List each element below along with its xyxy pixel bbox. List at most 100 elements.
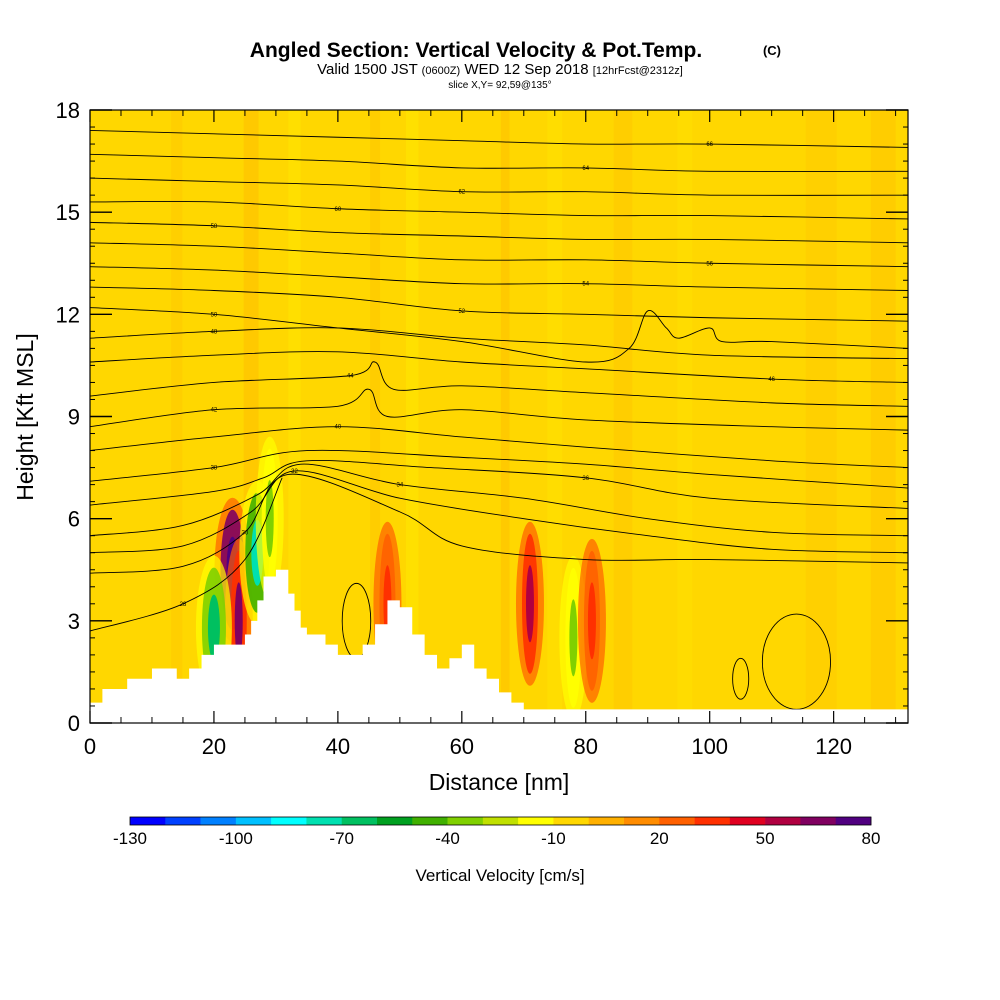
pot-temp-contour bbox=[90, 153, 908, 173]
contour-label: 52 bbox=[458, 309, 465, 315]
contour-label: 58 bbox=[211, 224, 218, 230]
contour-label: 44 bbox=[347, 374, 354, 380]
contour-label: 36 bbox=[582, 476, 589, 482]
colorbar-swatch bbox=[482, 817, 519, 825]
colorbar-swatch bbox=[412, 817, 448, 825]
x-tick-label: 0 bbox=[84, 734, 96, 759]
contour-label: 34 bbox=[397, 483, 404, 489]
colorbar-swatch bbox=[306, 817, 343, 825]
contour-label: 60 bbox=[335, 207, 342, 213]
colorbar-label: Vertical Velocity [cm/s] bbox=[415, 866, 584, 885]
colorbar-tick-label: 80 bbox=[862, 829, 881, 848]
colorbar-swatch bbox=[271, 817, 307, 825]
x-tick-label: 80 bbox=[574, 734, 598, 759]
colorbar-tick-label: 50 bbox=[756, 829, 775, 848]
pot-temp-contour bbox=[90, 361, 908, 407]
x-tick-label: 60 bbox=[450, 734, 474, 759]
colorbar-tick-label: -130 bbox=[113, 829, 147, 848]
pot-temp-contour bbox=[90, 460, 908, 509]
contour-label: 50 bbox=[211, 312, 218, 318]
colorbar-frame bbox=[129, 816, 872, 826]
colorbar-swatch bbox=[729, 817, 766, 825]
pot-temp-contour bbox=[90, 129, 908, 148]
colorbar-swatch bbox=[200, 817, 237, 825]
colorbar-swatch bbox=[624, 817, 660, 825]
colorbar-swatch bbox=[341, 817, 378, 825]
velocity-core-center bbox=[265, 480, 274, 558]
pot-temp-contour bbox=[90, 266, 908, 291]
valid-time: Valid 1500 JST (0600Z) WED 12 Sep 2018 [… bbox=[317, 61, 683, 78]
velocity-band bbox=[406, 110, 419, 723]
colorbar-swatch bbox=[835, 817, 872, 825]
x-tick-label: 20 bbox=[202, 734, 226, 759]
y-tick-label: 18 bbox=[56, 98, 80, 123]
velocity-band bbox=[171, 110, 183, 723]
y-tick-label: 3 bbox=[68, 609, 80, 634]
y-axis: 0 36 9 12 15 18 bbox=[56, 98, 908, 736]
contour-label: 56 bbox=[706, 261, 713, 267]
velocity-bands bbox=[171, 110, 896, 723]
x-tick-label: 120 bbox=[815, 734, 852, 759]
colorbar-swatch bbox=[447, 817, 484, 825]
colorbar-swatch bbox=[518, 817, 554, 825]
pot-temp-contour bbox=[90, 473, 908, 574]
pot-temp-contour bbox=[90, 286, 908, 322]
y-tick-label: 12 bbox=[56, 302, 80, 327]
pot-temp-contour bbox=[90, 463, 908, 537]
colorbar-tick-label: 20 bbox=[650, 829, 669, 848]
terrain bbox=[90, 569, 908, 723]
x-axis: 0 20 40 60 80 100 120 bbox=[84, 110, 897, 759]
velocity-band bbox=[677, 110, 693, 723]
colorbar-tick-label: -100 bbox=[219, 829, 253, 848]
contour-label: 62 bbox=[458, 190, 465, 196]
colorbar-swatch bbox=[694, 817, 731, 825]
x-axis-label: Distance [nm] bbox=[429, 769, 570, 795]
plot-area: 28 30 32 34 36 38 40 42 44 46 48 50 52 54 56 58 60 62 64 66 bbox=[90, 110, 908, 723]
pot-temp-contours: 28 30 32 34 36 38 40 42 44 46 48 50 52 54 56 58 60 62 64 66 bbox=[90, 129, 908, 710]
contour-label: 42 bbox=[211, 408, 218, 414]
colorbar-tick-label: -40 bbox=[435, 829, 460, 848]
y-tick-label: 9 bbox=[68, 405, 80, 430]
velocity-core-center bbox=[569, 599, 578, 677]
pot-temp-contour bbox=[90, 327, 908, 360]
contour-label: 28 bbox=[180, 602, 187, 608]
contour-label: 48 bbox=[211, 329, 218, 335]
pot-temp-contour bbox=[90, 307, 908, 363]
pot-temp-contour bbox=[90, 426, 908, 469]
pot-temp-contour bbox=[90, 470, 908, 554]
velocity-band bbox=[805, 110, 837, 723]
contour-label: 30 bbox=[242, 530, 249, 536]
colorbar-swatch bbox=[800, 817, 837, 825]
velocity-core-center bbox=[525, 565, 534, 643]
contour-label: 40 bbox=[335, 425, 342, 431]
contour-label: 46 bbox=[768, 377, 775, 383]
colorbar-swatch bbox=[659, 817, 695, 825]
pot-temp-contour bbox=[90, 449, 908, 489]
colorbar-swatch bbox=[130, 817, 166, 825]
x-tick-label: 40 bbox=[326, 734, 350, 759]
colorbar-swatch bbox=[765, 817, 801, 825]
velocity-core-center bbox=[207, 594, 220, 661]
colorbar-swatch bbox=[377, 817, 413, 825]
chart-title-unit: (C) bbox=[763, 43, 781, 58]
colorbar-swatch bbox=[588, 817, 625, 825]
y-tick-label: 15 bbox=[56, 200, 80, 225]
pot-temp-contour bbox=[90, 242, 908, 268]
colorbar-swatch bbox=[165, 817, 201, 825]
closed-contour bbox=[761, 613, 831, 710]
colorbar-tick-label: -10 bbox=[541, 829, 566, 848]
pot-temp-contour bbox=[90, 221, 908, 244]
contour-label: 38 bbox=[211, 466, 218, 472]
chart-title: Angled Section: Vertical Velocity & Pot.… bbox=[250, 39, 702, 62]
colorbar-tick-label: -70 bbox=[329, 829, 354, 848]
pot-temp-contour bbox=[90, 177, 908, 196]
colorbar-swatch bbox=[553, 817, 590, 825]
velocity-band bbox=[500, 110, 510, 723]
velocity-band bbox=[613, 110, 633, 723]
y-tick-label: 0 bbox=[68, 711, 80, 736]
contour-label: 64 bbox=[582, 166, 589, 172]
contour-label: 54 bbox=[582, 282, 589, 288]
x-tick-label: 100 bbox=[691, 734, 728, 759]
velocity-core-center bbox=[587, 582, 596, 660]
